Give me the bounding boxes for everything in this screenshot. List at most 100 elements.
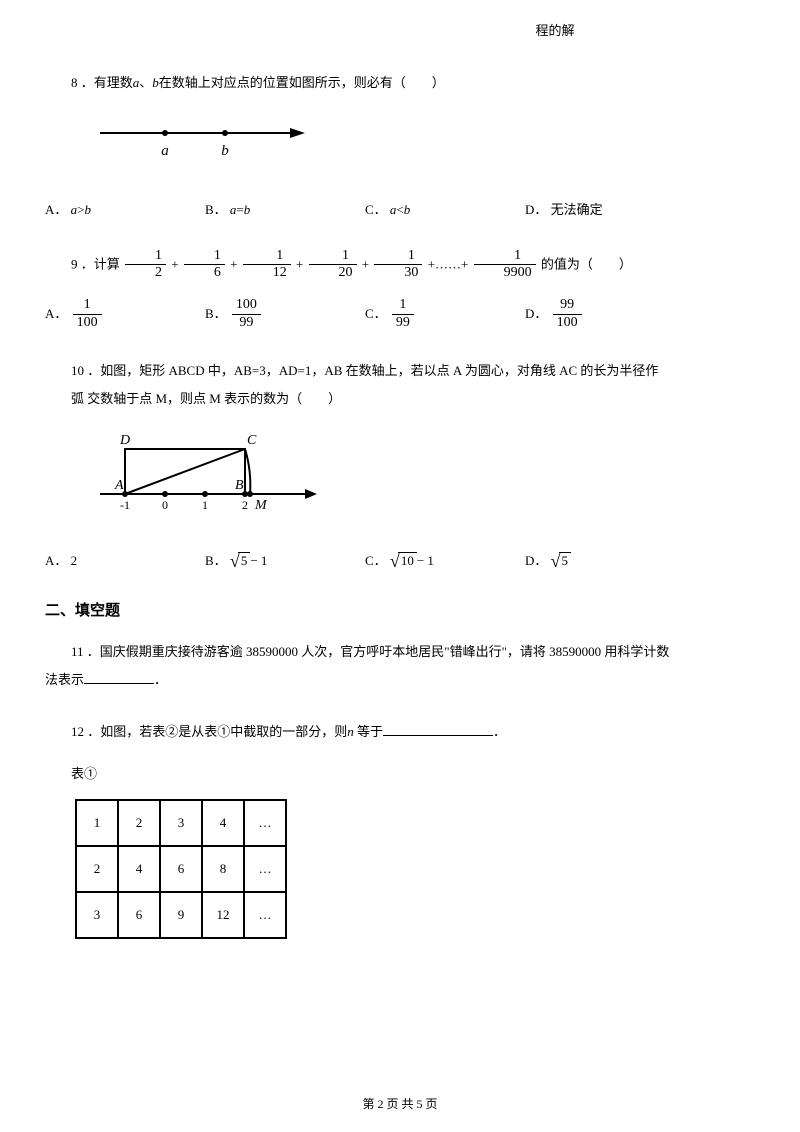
q8-pre: 8 ．有理数 xyxy=(71,75,133,90)
q9-post: 的值为（ ） xyxy=(541,256,632,271)
lbl-b: B xyxy=(235,478,244,493)
q9-text: 9 ．计算 12 + 16 + 112 + 120 + 130 +……+ 199… xyxy=(45,248,755,283)
q8-post: 在数轴上对应点的位置如图所示，则必有（ ） xyxy=(159,75,445,90)
q9-p1: + xyxy=(171,256,182,271)
q9-a-label: A． xyxy=(45,301,67,327)
q10-c-minus: − 1 xyxy=(417,548,434,574)
q8-opt-d: D． 无法确定 xyxy=(525,197,685,223)
q9-opt-d: D． 99100 xyxy=(525,297,685,332)
tick-0: 0 xyxy=(162,498,168,512)
q8-b-op: = xyxy=(236,197,243,223)
table-row: 3 6 9 12 … xyxy=(76,892,286,938)
q10-c-label: C． xyxy=(365,548,387,574)
f3d: 20 xyxy=(309,265,357,282)
q8-opt-c: C． a < b xyxy=(365,197,525,223)
q9dd: 100 xyxy=(553,315,582,332)
q10-line2: 弧 交数轴于点 M，则点 M 表示的数为（ ） xyxy=(45,385,755,414)
table-row: 1 2 3 4 … xyxy=(76,800,286,846)
rect-svg: D C A B M -1 0 1 2 xyxy=(95,429,325,519)
q9bn: 100 xyxy=(232,297,261,315)
lbl-a: A xyxy=(114,478,124,493)
q9-p4: + xyxy=(362,256,373,271)
f4n: 1 xyxy=(374,248,422,266)
q9-frac-0: 12 xyxy=(125,248,166,283)
f3n: 1 xyxy=(309,248,357,266)
q9-opt-a: A． 1100 xyxy=(45,297,205,332)
cell: 8 xyxy=(202,846,244,892)
nl-label-a: a xyxy=(161,143,169,159)
q10-b-label: B． xyxy=(205,548,227,574)
f4d: 30 xyxy=(374,265,422,282)
cell: 1 xyxy=(76,800,118,846)
q10-b-minus: − 1 xyxy=(250,548,267,574)
tick-m1: -1 xyxy=(120,498,130,512)
q12-mid: 等于 xyxy=(354,724,383,739)
q11-line1: 11 ．国庆假期重庆接待游客逾 38590000 人次，官方呼吁本地居民"错峰出… xyxy=(45,638,755,667)
q8-opt-a: A． a > b xyxy=(45,197,205,223)
q10-opt-d: D． √5 xyxy=(525,548,685,574)
q12-text: 12 ．如图，若表②是从表①中截取的一部分，则n 等于． xyxy=(45,718,755,747)
cell: … xyxy=(244,892,286,938)
q8-sep: 、 xyxy=(139,75,152,90)
q10-opt-c: C． √10 − 1 xyxy=(365,548,525,574)
nl-label-b: b xyxy=(221,143,229,159)
q11-line2: 法表示． xyxy=(45,667,755,693)
q12-pre: 12 ．如图，若表②是从表①中截取的一部分，则 xyxy=(71,724,347,739)
section-2-header: 二、填空题 xyxy=(45,599,755,620)
q8-c-label: C． xyxy=(365,197,387,223)
q9-p2: + xyxy=(230,256,241,271)
q8-c-op: < xyxy=(396,197,403,223)
q10-opt-b: B． √5 − 1 xyxy=(205,548,365,574)
q10-d-label: D． xyxy=(525,548,547,574)
table-row: 2 4 6 8 … xyxy=(76,846,286,892)
q8-opt-b: B． a = b xyxy=(205,197,365,223)
q8-c-rhs: b xyxy=(404,197,411,223)
cell: 9 xyxy=(160,892,202,938)
q12-table-label: 表① xyxy=(45,761,755,787)
q8-a-op: > xyxy=(77,197,84,223)
cell: 3 xyxy=(160,800,202,846)
cell: 3 xyxy=(76,892,118,938)
q9an: 1 xyxy=(73,297,102,315)
cell: 2 xyxy=(76,846,118,892)
q9-dots: +……+ xyxy=(428,256,472,271)
q11-blank xyxy=(84,671,154,684)
q8-options: A． a > b B． a = b C． a < b D． 无法确定 xyxy=(45,197,755,223)
q10-b-sqrtbody: 5 xyxy=(238,552,251,570)
q10-options: A． 2 B． √5 − 1 C． √10 − 1 D． √5 xyxy=(45,548,755,574)
q8-a-label: A． xyxy=(45,197,67,223)
q9-d-frac: 99100 xyxy=(553,297,582,332)
q9-frac-4: 130 xyxy=(374,248,422,283)
f1n: 1 xyxy=(184,248,225,266)
q8-d-label: D． xyxy=(525,197,547,223)
f2d: 12 xyxy=(243,265,291,282)
tick-2: 2 xyxy=(242,498,248,512)
cell: 12 xyxy=(202,892,244,938)
question-11: 11 ．国庆假期重庆接待游客逾 38590000 人次，官方呼吁本地居民"错峰出… xyxy=(45,638,755,693)
question-10: 10 ．如图，矩形 ABCD 中，AB=3，AD=1，AB 在数轴上，若以点 A… xyxy=(45,357,755,574)
q9dn: 99 xyxy=(553,297,582,315)
q9-b-label: B． xyxy=(205,301,227,327)
cell: … xyxy=(244,846,286,892)
q9-a-frac: 1100 xyxy=(73,297,102,332)
cell: 2 xyxy=(118,800,160,846)
q9-frac-last: 19900 xyxy=(474,248,536,283)
q10-a-label: A． xyxy=(45,548,67,574)
q10-line1: 10 ．如图，矩形 ABCD 中，AB=3，AD=1，AB 在数轴上，若以点 A… xyxy=(45,357,755,386)
q8-text: 8 ．有理数a、b在数轴上对应点的位置如图所示，则必有（ ） xyxy=(45,69,755,98)
q9-frac-1: 16 xyxy=(184,248,225,283)
q10-a-text: 2 xyxy=(71,548,78,574)
f2n: 1 xyxy=(243,248,291,266)
q9-c-frac: 199 xyxy=(392,297,414,332)
q12-blank xyxy=(383,723,493,736)
q10-opt-a: A． 2 xyxy=(45,548,205,574)
q9bd: 99 xyxy=(232,315,261,332)
question-8: 8 ．有理数a、b在数轴上对应点的位置如图所示，则必有（ ） a b A． a … xyxy=(45,69,755,223)
q10-c-sqrt: √10 xyxy=(390,552,417,570)
question-9: 9 ．计算 12 + 16 + 112 + 120 + 130 +……+ 199… xyxy=(45,248,755,332)
cell: 6 xyxy=(160,846,202,892)
lbl-m: M xyxy=(254,498,268,513)
q8-b-rhs: b xyxy=(244,197,251,223)
q11-l2-pre: 法表示 xyxy=(45,672,84,687)
number-line-svg: a b xyxy=(95,113,315,168)
